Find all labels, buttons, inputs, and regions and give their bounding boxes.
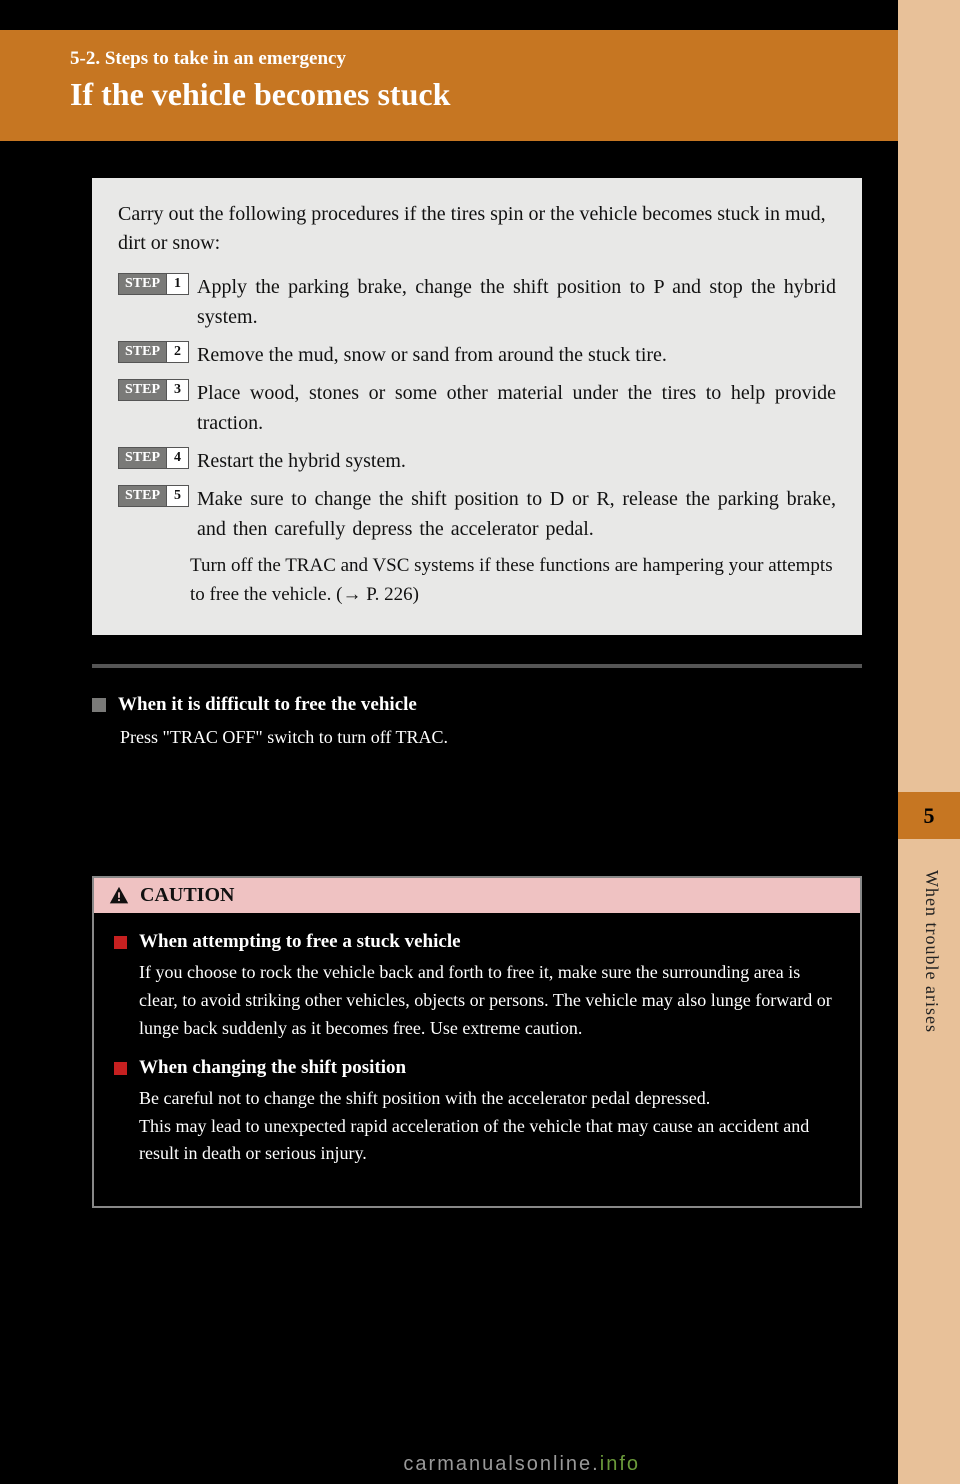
step-text: Make sure to change the shift position t… [197,484,836,544]
step-text: Restart the hybrid system. [197,446,406,476]
square-bullet-icon [92,698,106,712]
caution-header: CAUTION [94,878,860,913]
step-num: 2 [167,341,189,363]
red-bullet-icon [114,1062,127,1075]
step-badge: STEP1 [118,272,189,296]
step-badge: STEP5 [118,484,189,508]
page-header: 5-2. Steps to take in an emergency If th… [0,30,898,141]
step-1: STEP1 Apply the parking brake, change th… [118,272,836,332]
step-text: Apply the parking brake, change the shif… [197,272,836,332]
watermark: carmanualsonline.info [403,1453,640,1476]
watermark-main: carmanualsonline. [403,1453,599,1475]
intro-text: Carry out the following procedures if th… [118,200,836,258]
chapter-number: 5 [924,803,935,829]
caution-title: CAUTION [140,884,234,907]
step-text: Remove the mud, snow or sand from around… [197,340,667,370]
step-num: 5 [167,485,189,507]
caution-item-body: Be careful not to change the shift posit… [139,1085,840,1169]
step-label: STEP [118,485,167,507]
caution-item-title: When changing the shift position [139,1057,406,1079]
step-num: 1 [167,273,189,295]
side-label: When trouble arises [921,870,942,1033]
warning-icon [108,885,130,907]
caution-body: When attempting to free a stuck vehicle … [94,913,860,1206]
step-label: STEP [118,447,167,469]
caution-item-1: When attempting to free a stuck vehicle [114,931,840,953]
page-title: If the vehicle becomes stuck [70,76,898,113]
step-label: STEP [118,341,167,363]
step-5: STEP5 Make sure to change the shift posi… [118,484,836,544]
chapter-tab: 5 [898,792,960,839]
note-title: When it is difficult to free the vehicle [118,694,417,716]
intro-box: Carry out the following procedures if th… [92,178,862,635]
red-bullet-icon [114,936,127,949]
section-number: 5-2. Steps to take in an emergency [70,48,898,70]
watermark-suffix: info [600,1453,640,1475]
caution-item-body: If you choose to rock the vehicle back a… [139,959,840,1043]
caution-box: CAUTION When attempting to free a stuck … [92,876,862,1208]
right-sidebar [898,0,960,1484]
step-num: 4 [167,447,189,469]
manual-page: 5 When trouble arises 5-2. Steps to take… [0,0,960,1484]
note-row: When it is difficult to free the vehicle [92,694,862,716]
divider [92,664,862,668]
step-label: STEP [118,379,167,401]
caution-item-2: When changing the shift position [114,1057,840,1079]
step-badge: STEP2 [118,340,189,364]
step-4: STEP4 Restart the hybrid system. [118,446,836,476]
step-3: STEP3 Place wood, stones or some other m… [118,378,836,438]
step-badge: STEP3 [118,378,189,402]
note-body: Press "TRAC OFF" switch to turn off TRAC… [120,724,862,751]
step-5-sub: Turn off the TRAC and VSC systems if the… [190,552,836,609]
step-2: STEP2 Remove the mud, snow or sand from … [118,340,836,370]
step-label: STEP [118,273,167,295]
step-text: Place wood, stones or some other materia… [197,378,836,438]
step-num: 3 [167,379,189,401]
step-badge: STEP4 [118,446,189,470]
caution-item-title: When attempting to free a stuck vehicle [139,931,461,953]
